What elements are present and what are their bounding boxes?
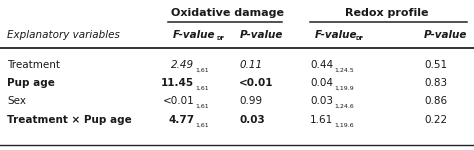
Text: Explanatory variables: Explanatory variables bbox=[7, 30, 120, 40]
Text: 1.61: 1.61 bbox=[310, 115, 333, 125]
Text: Oxidative damage: Oxidative damage bbox=[171, 8, 284, 18]
Text: Treatment × Pup age: Treatment × Pup age bbox=[7, 115, 132, 125]
Text: F-value: F-value bbox=[315, 30, 358, 40]
Text: 0.51: 0.51 bbox=[424, 60, 447, 70]
Text: 1,61: 1,61 bbox=[195, 103, 209, 108]
Text: 2.49: 2.49 bbox=[171, 60, 194, 70]
Text: 0.86: 0.86 bbox=[424, 96, 447, 106]
Text: 1,19.6: 1,19.6 bbox=[334, 123, 354, 128]
Text: 0.04: 0.04 bbox=[310, 78, 333, 88]
Text: Redox profile: Redox profile bbox=[345, 8, 428, 18]
Text: 0.83: 0.83 bbox=[424, 78, 447, 88]
Text: Treatment: Treatment bbox=[7, 60, 60, 70]
Text: 11.45: 11.45 bbox=[161, 78, 194, 88]
Text: 1,19.9: 1,19.9 bbox=[334, 85, 354, 90]
Text: <0.01: <0.01 bbox=[163, 96, 194, 106]
Text: F-value: F-value bbox=[173, 30, 216, 40]
Text: P-value: P-value bbox=[239, 30, 283, 40]
Text: 0.22: 0.22 bbox=[424, 115, 447, 125]
Text: Pup age: Pup age bbox=[7, 78, 55, 88]
Text: 1,61: 1,61 bbox=[195, 85, 209, 90]
Text: 0.03: 0.03 bbox=[310, 96, 333, 106]
Text: 1,24.6: 1,24.6 bbox=[334, 103, 354, 108]
Text: DF: DF bbox=[217, 36, 225, 41]
Text: <0.01: <0.01 bbox=[239, 78, 274, 88]
Text: 0.99: 0.99 bbox=[239, 96, 263, 106]
Text: 1,61: 1,61 bbox=[195, 123, 209, 128]
Text: 0.11: 0.11 bbox=[239, 60, 263, 70]
Text: 4.77: 4.77 bbox=[168, 115, 194, 125]
Text: 1,24.5: 1,24.5 bbox=[334, 68, 354, 72]
Text: P-value: P-value bbox=[424, 30, 468, 40]
Text: 0.44: 0.44 bbox=[310, 60, 333, 70]
Text: 0.03: 0.03 bbox=[239, 115, 265, 125]
Text: Sex: Sex bbox=[7, 96, 26, 106]
Text: 1,61: 1,61 bbox=[195, 68, 209, 72]
Text: DF: DF bbox=[356, 36, 364, 41]
